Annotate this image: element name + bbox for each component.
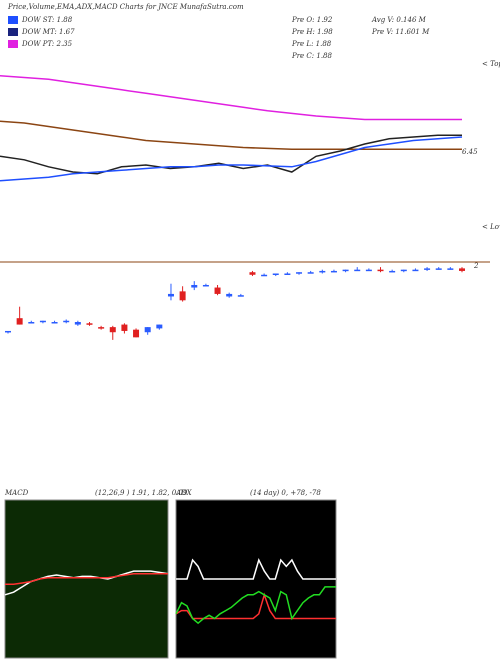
series-line	[5, 572, 168, 586]
panel-subtitle: (14 day) 0, +78, -78	[250, 489, 321, 497]
series-line	[0, 75, 462, 121]
legend-swatch	[8, 28, 18, 36]
candle-body	[51, 322, 58, 324]
annotation: < Tops	[482, 60, 500, 68]
series-line	[176, 557, 336, 580]
legend-label: DOW PT: 2.35	[21, 40, 73, 48]
macd-panel	[4, 499, 169, 659]
stat-label: Pre H: 1.98	[291, 28, 333, 36]
candle-body	[39, 320, 46, 323]
panel-title: MACD	[4, 489, 29, 497]
candle-body	[86, 323, 93, 325]
candle-body	[424, 268, 431, 270]
candle-body	[307, 272, 314, 274]
candle-body	[342, 269, 349, 272]
candle-body	[389, 270, 396, 273]
candle-body	[109, 327, 116, 333]
stat-label: Pre C: 1.88	[291, 52, 332, 60]
candle-body	[179, 291, 186, 301]
candle-body	[133, 329, 140, 338]
candle-body	[272, 273, 279, 275]
candle-body	[63, 320, 70, 323]
candle-body	[144, 327, 151, 333]
candle-body	[237, 295, 244, 297]
stat-label: Pre O: 1.92	[291, 16, 333, 24]
candle-body	[156, 324, 163, 329]
candle-body	[98, 327, 105, 329]
stat-label: Avg V: 0.146 M	[371, 16, 427, 24]
annotation: < Lows	[482, 223, 500, 231]
candle-body	[5, 330, 11, 333]
candle-body	[261, 274, 268, 277]
candle-body	[249, 272, 256, 275]
candle-body	[16, 318, 23, 325]
candle-body	[121, 324, 128, 331]
candle-body	[354, 269, 361, 272]
candle-body	[74, 322, 81, 325]
candle-body	[191, 284, 198, 288]
candle-body	[167, 293, 174, 297]
candle-body	[214, 287, 221, 294]
candle-body	[226, 293, 233, 297]
stat-label: Pre V: 11.601 M	[371, 28, 430, 36]
candle-body	[202, 284, 209, 287]
candle-body	[319, 270, 326, 273]
series-line	[0, 136, 463, 182]
candle-body	[330, 270, 337, 273]
candle-body	[447, 268, 454, 270]
panel-subtitle: (12,26,9 ) 1.91, 1.82, 0.09	[95, 489, 188, 497]
candle-body	[377, 269, 384, 272]
candle-body	[28, 322, 35, 324]
page-title: Price,Volume,EMA,ADX,MACD Charts for JNC…	[7, 3, 244, 11]
candle-body	[412, 269, 419, 272]
panel-title: ADX	[175, 489, 193, 497]
candle-body	[435, 268, 442, 270]
candle-body	[365, 269, 372, 272]
annotation: 2	[473, 262, 479, 270]
series-line	[175, 586, 336, 625]
stat-label: Pre L: 1.88	[291, 40, 332, 48]
legend-swatch	[8, 40, 18, 48]
legend-label: DOW MT: 1.67	[21, 28, 75, 36]
candle-body	[284, 273, 291, 275]
candle-body	[459, 268, 465, 271]
annotation: 6.45	[462, 148, 478, 156]
legend-swatch	[8, 16, 18, 24]
series-line	[0, 120, 462, 151]
candle-body	[296, 272, 303, 274]
candle-body	[400, 269, 407, 272]
legend-label: DOW ST: 1.88	[21, 16, 73, 24]
series-line	[0, 134, 462, 175]
